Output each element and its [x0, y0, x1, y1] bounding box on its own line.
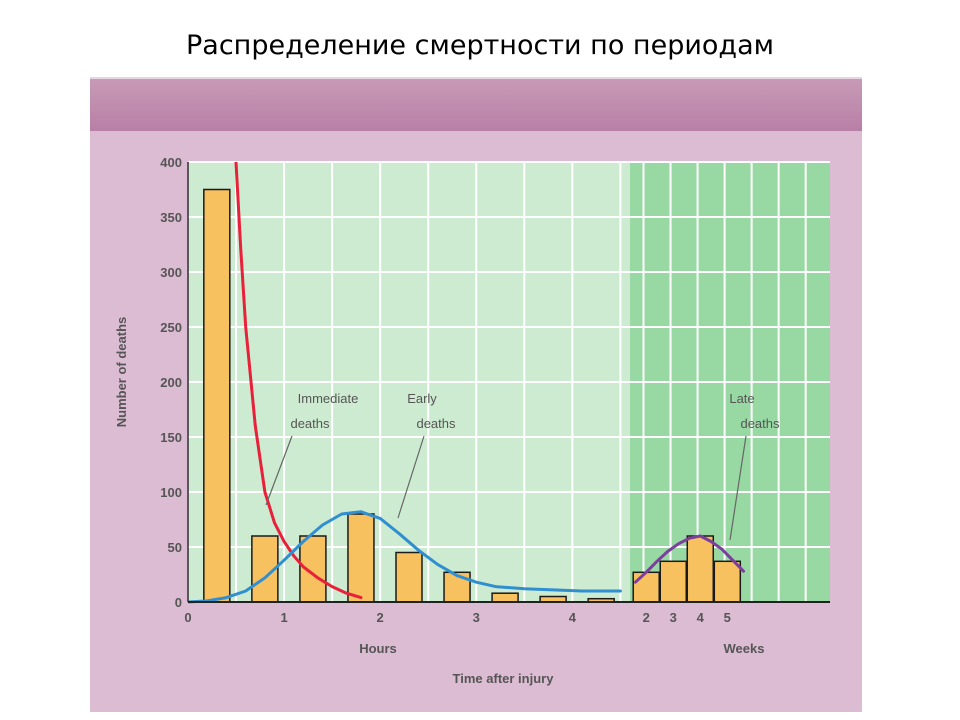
y-tick-label: 300	[160, 265, 182, 280]
annotation-early-leader	[397, 435, 425, 519]
y-tick-label: 100	[160, 485, 182, 500]
y-tick-label: 150	[160, 430, 182, 445]
x-tick-label-hours: 2	[377, 610, 384, 625]
y-tick-label: 400	[160, 155, 182, 170]
annotation-early-line2: deaths	[416, 416, 456, 431]
bar-hours-4	[395, 551, 423, 603]
x-tick-label-hours: 0	[184, 610, 191, 625]
slide-title: Распределение смертности по периодам	[186, 30, 774, 61]
x-tick-label-weeks: 5	[724, 610, 731, 625]
annotation-early-line1: Early	[407, 391, 437, 406]
annotation-immediate-line2: deaths	[290, 416, 330, 431]
annotation-late-leader	[729, 435, 747, 541]
x-tick-label-weeks: 4	[697, 610, 705, 625]
y-tick-label: 50	[168, 540, 182, 555]
hours-axis-label: Hours	[359, 641, 397, 656]
annotation-immediate-leader	[265, 435, 293, 506]
x-axis-title: Time after injury	[453, 671, 555, 686]
bar-hours-3	[347, 513, 375, 603]
y-axis-title: Number of deaths	[114, 317, 129, 428]
x-tick-label-hours: 3	[473, 610, 480, 625]
series-line-early-deaths	[188, 510, 622, 604]
y-tick-label: 0	[175, 595, 182, 610]
bar-weeks-3	[713, 560, 742, 603]
bar-weeks-1	[659, 560, 687, 603]
annotation-immediate-line1: Immediate	[298, 391, 359, 406]
bar-hours-0	[203, 188, 231, 603]
annotation-late-line2: deaths	[740, 416, 780, 431]
y-tick-label: 250	[160, 320, 182, 335]
bar-hours-6	[491, 592, 519, 603]
x-tick-label-weeks: 2	[643, 610, 650, 625]
annotation-late-line1: Late	[729, 391, 754, 406]
weeks-axis-label: Weeks	[724, 641, 765, 656]
y-tick-label: 350	[160, 210, 182, 225]
bar-weeks-0	[632, 571, 660, 603]
bar-weeks-2	[686, 535, 715, 603]
series-line-immediate-deaths	[234, 162, 363, 600]
panel-header-band	[90, 77, 862, 131]
x-tick-label-hours: 4	[569, 610, 577, 625]
x-tick-label-weeks: 3	[670, 610, 677, 625]
y-tick-label: 200	[160, 375, 182, 390]
x-tick-label-hours: 1	[280, 610, 287, 625]
series-line-late-deaths	[633, 534, 745, 584]
